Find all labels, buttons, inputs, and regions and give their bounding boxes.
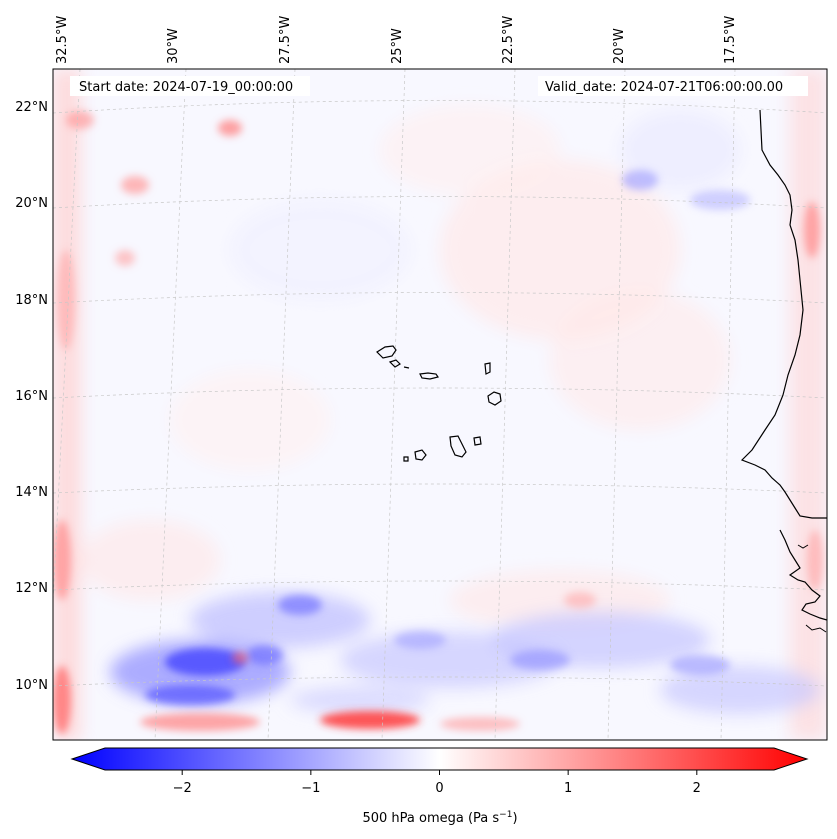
lon-label: 20°W	[612, 28, 627, 64]
lat-label: 16°N	[15, 389, 48, 404]
coastlines	[740, 109, 827, 633]
omega-field	[53, 69, 827, 740]
colorbar: −2 −1 0 1 2 500 hPa omega (Pa s−1)	[70, 747, 809, 826]
island-santo-antao	[376, 345, 397, 359]
latitude-labels: 22°N 20°N 18°N 16°N 14°N 12°N 10°N	[15, 100, 48, 693]
colorbar-bar	[70, 747, 809, 771]
lat-label: 14°N	[15, 485, 48, 500]
lat-label: 12°N	[15, 581, 48, 596]
valid-date-box	[538, 76, 808, 96]
island-boa-vista	[487, 391, 502, 406]
island-fogo	[414, 449, 427, 461]
colorbar-tick-label: −2	[173, 781, 192, 796]
valid-date-label: Valid_date: 2024-07-21T06:00:00.00	[545, 80, 783, 95]
start-date-box	[70, 76, 310, 96]
island-santiago	[449, 435, 467, 458]
island-sao-vicente	[388, 359, 401, 368]
island-santa-luzia	[403, 366, 410, 369]
map-frame	[52, 68, 828, 741]
graticule	[53, 69, 827, 740]
lon-label: 27.5°W	[278, 16, 293, 64]
island-sal	[484, 362, 491, 375]
lat-label: 20°N	[15, 196, 48, 211]
island-brava	[403, 456, 409, 462]
lat-label: 18°N	[15, 293, 48, 308]
lat-label: 10°N	[15, 678, 48, 693]
colorbar-tick-label: 0	[435, 781, 443, 796]
lon-label: 17.5°W	[723, 16, 738, 64]
colorbar-tick-label: 1	[564, 781, 572, 796]
island-sao-nicolau	[419, 372, 439, 380]
cape-verde-islands	[376, 345, 502, 462]
lon-label: 22.5°W	[501, 16, 516, 64]
lon-label: 32.5°W	[55, 16, 70, 64]
colorbar-tick-label: 2	[693, 781, 701, 796]
longitude-labels: 32.5°W 30°W 27.5°W 25°W 22.5°W 20°W 17.5…	[55, 16, 738, 64]
africa-coastline	[740, 109, 827, 519]
colorbar-label: 500 hPa omega (Pa s−1)	[362, 810, 517, 826]
start-date-label: Start date: 2024-07-19_00:00:00	[79, 80, 293, 95]
lon-label: 25°W	[390, 28, 405, 64]
map-panel: Start date: 2024-07-19_00:00:00 Valid_da…	[53, 69, 827, 740]
island-maio	[473, 436, 482, 446]
lon-label: 30°W	[166, 28, 181, 64]
colorbar-ticks: −2 −1 0 1 2	[173, 770, 701, 796]
lat-label: 22°N	[15, 100, 48, 115]
colorbar-tick-label: −1	[301, 781, 320, 796]
